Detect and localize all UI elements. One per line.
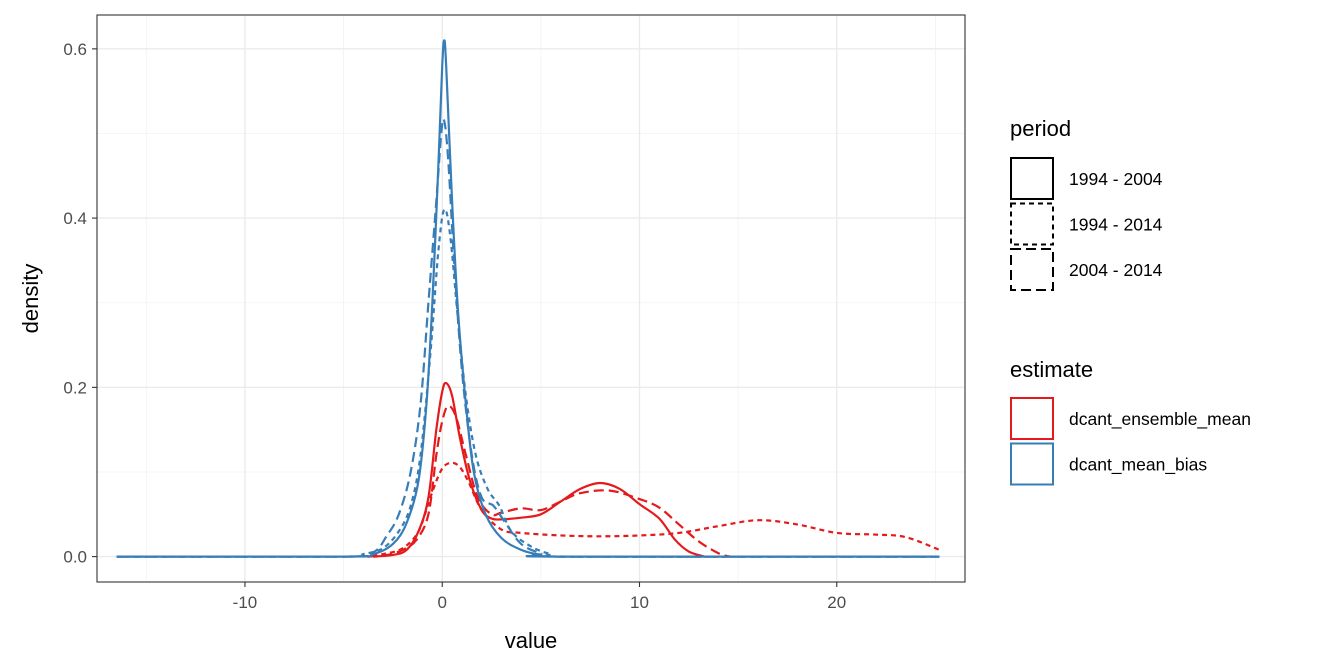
legend-key-period [1010,248,1054,291]
x-tick-label: 10 [630,593,649,612]
legend-estimate: estimate dcant_ensemble_mean dcant_mean_bi… [1010,357,1251,486]
legend-label-estimate: dcant_mean_bias [1069,455,1207,476]
series-line-dcant-ensemble-mean-1994-2014 [363,461,940,558]
legend-key-period [1010,157,1054,200]
minor-gridlines [97,15,965,582]
series-layer [116,39,940,558]
x-tick-label: -10 [233,593,258,612]
major-gridlines [97,15,965,582]
legend-period: period 1994 - 2004 1994 - 2014 2004 - 2014 [1010,116,1163,291]
x-axis-ticks: -10 0 10 20 [233,582,846,612]
legend-label-period: 2004 - 2014 [1069,260,1163,280]
x-axis-title: value [505,628,558,653]
y-axis-ticks: 0.0 0.2 0.4 0.6 [63,40,97,567]
x-tick-label: 0 [437,593,446,612]
legend-label-estimate: dcant_ensemble_mean [1069,409,1251,430]
y-axis-title: density [18,264,43,334]
legend-label-period: 1994 - 2004 [1069,169,1163,189]
legend-key-estimate [1010,397,1054,440]
series-line-dcant-mean-bias-1994-2014 [116,208,940,558]
series-line-dcant-mean-bias-2004-2014 [116,117,940,558]
series-line-dcant-mean-bias-1994-2004 [116,39,940,558]
series-line-dcant-ensemble-mean-1994-2004 [373,381,705,558]
legend-label-period: 1994 - 2014 [1069,215,1163,235]
legend-key-period [1010,202,1054,246]
y-tick-label: 0.6 [63,40,87,59]
legend-title-period: period [1010,116,1071,141]
y-tick-label: 0.2 [63,378,87,397]
x-tick-label: 20 [827,593,846,612]
legend-title-estimate: estimate [1010,357,1093,382]
legend-key-estimate [1010,442,1054,486]
y-tick-label: 0.0 [63,548,87,567]
panel-border [96,14,966,583]
y-tick-label: 0.4 [63,209,87,228]
series-line-dcant-ensemble-mean-2004-2014 [367,404,731,558]
